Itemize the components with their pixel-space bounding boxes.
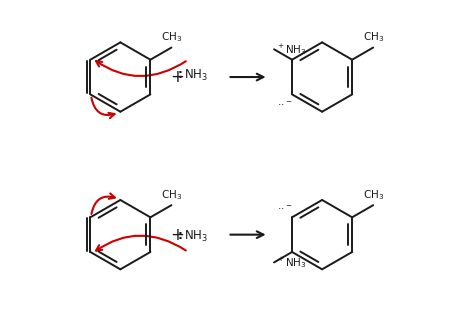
Text: $^+$NH$_3$: $^+$NH$_3$	[276, 255, 306, 270]
Text: CH$_3$: CH$_3$	[161, 31, 182, 45]
Text: ··$^-$: ··$^-$	[276, 203, 292, 213]
Text: $\mathbf{:}$NH$_3$: $\mathbf{:}$NH$_3$	[175, 229, 208, 244]
Text: CH$_3$: CH$_3$	[161, 188, 182, 202]
FancyArrowPatch shape	[96, 61, 186, 76]
Text: +: +	[170, 226, 184, 244]
FancyArrowPatch shape	[91, 193, 115, 214]
Text: ··$^-$: ··$^-$	[276, 99, 292, 109]
Text: CH$_3$: CH$_3$	[363, 188, 384, 202]
Text: $\mathbf{:}$NH$_3$: $\mathbf{:}$NH$_3$	[175, 68, 208, 83]
FancyArrowPatch shape	[91, 98, 115, 118]
Text: CH$_3$: CH$_3$	[363, 31, 384, 45]
FancyArrowPatch shape	[96, 236, 186, 251]
Text: +: +	[170, 68, 184, 86]
Text: $^+$NH$_3$: $^+$NH$_3$	[276, 42, 306, 57]
